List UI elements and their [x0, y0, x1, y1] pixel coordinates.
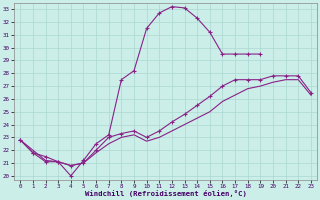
X-axis label: Windchill (Refroidissement éolien,°C): Windchill (Refroidissement éolien,°C) [85, 190, 246, 197]
